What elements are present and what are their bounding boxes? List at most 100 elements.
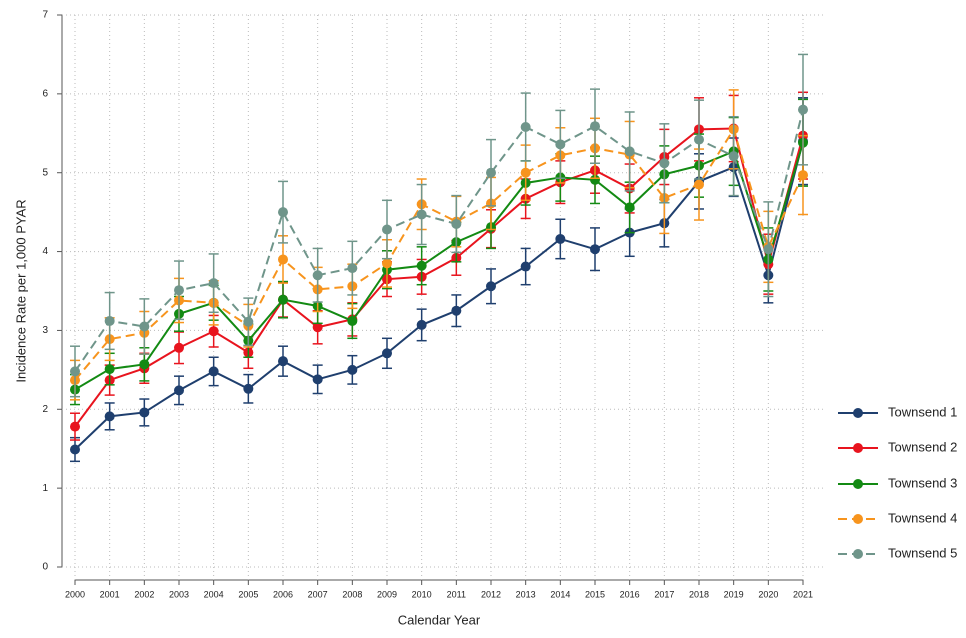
x-tick-label: 2011: [447, 589, 466, 599]
point: [312, 374, 323, 385]
point: [70, 366, 80, 377]
x-tick-label: 2019: [724, 589, 744, 599]
y-axis-label: Incidence Rate per 1,000 PYAR: [13, 199, 28, 382]
point: [555, 139, 566, 150]
legend-label: Townsend 1: [888, 404, 957, 419]
point: [486, 167, 496, 178]
legend-marker: [853, 443, 863, 453]
x-tick-label: 2016: [620, 589, 640, 599]
point: [798, 170, 808, 181]
legend-marker: [853, 479, 863, 489]
point: [624, 202, 635, 213]
legend-marker: [853, 408, 863, 418]
point: [624, 146, 635, 157]
point: [312, 270, 323, 281]
x-tick-label: 2008: [342, 589, 362, 599]
series-line: [74, 142, 804, 391]
y-tick-label: 1: [42, 483, 48, 494]
legend-marker: [853, 514, 863, 524]
point: [174, 342, 184, 353]
x-tick-label: 2017: [654, 589, 674, 599]
y-tick-label: 2: [42, 404, 48, 415]
point: [208, 366, 219, 377]
y-tick-label: 7: [42, 10, 48, 21]
x-tick-label: 2005: [238, 589, 258, 599]
point: [208, 326, 219, 337]
point: [728, 151, 739, 162]
point: [104, 411, 115, 422]
point: [555, 233, 566, 244]
x-tick-label: 2003: [169, 589, 189, 599]
point: [382, 224, 392, 235]
point: [590, 244, 600, 255]
point: [312, 322, 323, 333]
x-axis-label: Calendar Year: [398, 612, 481, 627]
x-tick-label: 2012: [481, 589, 501, 599]
point: [486, 281, 496, 292]
point: [520, 261, 531, 272]
x-tick-label: 2020: [758, 589, 778, 599]
legend-label: Townsend 3: [888, 475, 957, 490]
legend-label: Townsend 5: [888, 545, 957, 560]
point: [451, 305, 462, 316]
x-tick-label: 2010: [412, 589, 432, 599]
x-tick-label: 2015: [585, 589, 605, 599]
point: [174, 285, 184, 296]
point: [139, 407, 150, 418]
point: [70, 444, 80, 455]
x-tick-label: 2014: [550, 589, 570, 599]
legend-label: Townsend 2: [888, 439, 957, 454]
x-tick-label: 2000: [65, 589, 85, 599]
point: [278, 207, 288, 218]
x-tick-label: 2001: [100, 589, 120, 599]
y-tick-label: 5: [42, 167, 48, 178]
point: [659, 158, 670, 169]
x-tick-label: 2021: [793, 589, 813, 599]
y-tick-label: 4: [42, 246, 48, 257]
point: [416, 260, 427, 271]
x-tick-label: 2004: [204, 589, 224, 599]
x-tick-label: 2007: [308, 589, 328, 599]
point: [763, 244, 774, 255]
point: [104, 364, 115, 375]
point: [104, 315, 115, 326]
y-tick-label: 0: [42, 562, 48, 573]
x-tick-label: 2009: [377, 589, 397, 599]
point: [278, 356, 288, 367]
x-tick-label: 2002: [134, 589, 154, 599]
point: [520, 121, 531, 132]
point: [451, 218, 462, 229]
point: [382, 348, 392, 359]
point: [382, 258, 392, 269]
point: [139, 321, 150, 332]
point: [139, 359, 150, 370]
legend-marker: [853, 549, 863, 559]
point: [174, 385, 184, 396]
point: [798, 104, 808, 115]
x-tick-label: 2018: [689, 589, 709, 599]
point: [243, 316, 254, 327]
point: [278, 254, 288, 265]
series-line: [74, 109, 804, 373]
point: [70, 421, 80, 432]
point: [347, 364, 358, 375]
point: [243, 383, 254, 394]
series-line: [74, 127, 804, 428]
point: [694, 134, 704, 145]
point: [590, 174, 600, 185]
point: [590, 121, 600, 132]
x-tick-label: 2013: [516, 589, 536, 599]
point: [347, 263, 358, 274]
point: [416, 209, 427, 220]
legend-label: Townsend 4: [888, 510, 957, 525]
series-line: [74, 140, 804, 451]
point: [208, 278, 219, 289]
point: [694, 179, 704, 190]
point: [347, 315, 358, 326]
y-tick-label: 6: [42, 88, 48, 99]
x-tick-label: 2006: [273, 589, 293, 599]
point: [278, 294, 288, 305]
point: [520, 167, 531, 178]
series-line: [74, 126, 804, 381]
